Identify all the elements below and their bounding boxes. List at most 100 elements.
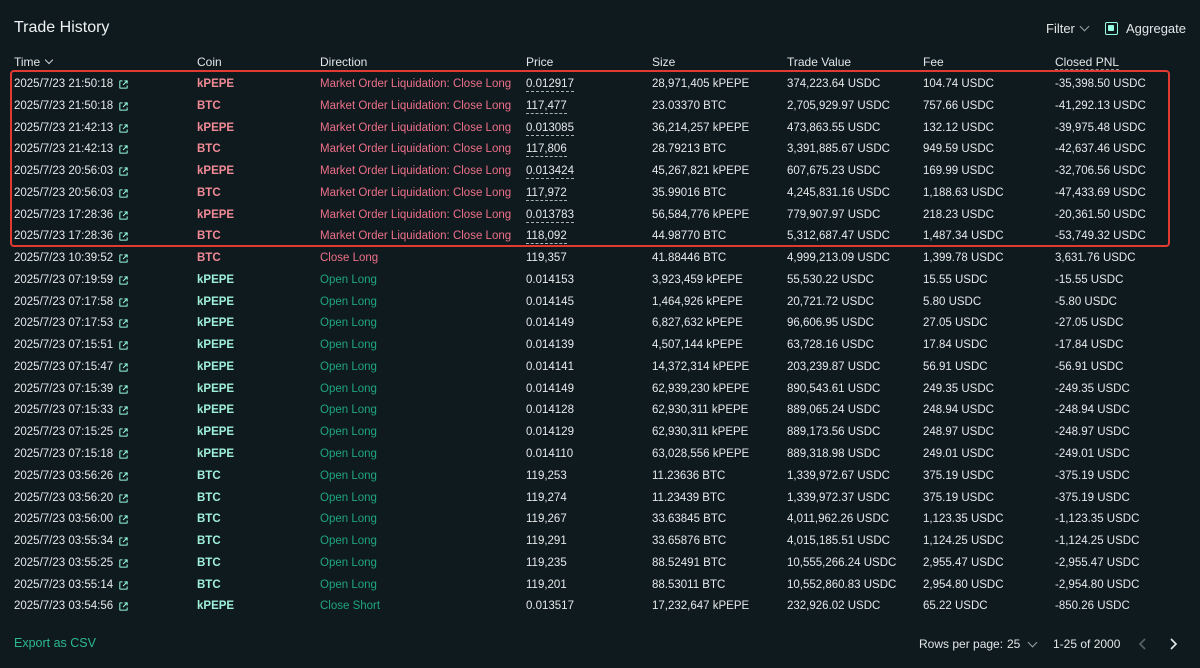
table-row: 2025/7/23 17:28:36 BTC Market Order Liquid…	[0, 225, 1200, 247]
row-fee: 757.66 USDC	[923, 99, 994, 112]
row-size: 33.63845 BTC	[652, 513, 727, 526]
row-price: 117,972	[526, 186, 567, 201]
row-price-value: 119,201	[526, 578, 567, 591]
row-price-value: 119,267	[526, 513, 567, 526]
row-price-value: 119,253	[526, 469, 567, 482]
table-row: 2025/7/23 07:17:58 kPEPE Open Long 0.014145…	[0, 291, 1200, 313]
row-price-value: 0.013085	[526, 121, 574, 136]
row-trade-value: 2,705,929.97 USDC	[787, 99, 890, 112]
row-trade-value: 5,312,687.47 USDC	[787, 230, 890, 243]
external-link-icon[interactable]	[118, 536, 129, 547]
external-link-icon[interactable]	[118, 144, 129, 155]
row-trade-value: 4,011,962.26 USDC	[787, 513, 890, 526]
row-price: 119,235	[526, 557, 567, 570]
external-link-icon[interactable]	[118, 493, 129, 504]
row-fee: 218.23 USDC	[923, 208, 994, 221]
table-row: 2025/7/23 10:39:52 BTC Close Long 119,357 41…	[0, 247, 1200, 269]
row-direction: Market Order Liquidation: Close Long	[320, 165, 512, 178]
row-price-value: 119,235	[526, 556, 567, 569]
table-row: 2025/7/23 20:56:03 BTC Market Order Liquid…	[0, 182, 1200, 204]
row-size: 28.79213 BTC	[652, 143, 727, 156]
row-time: 2025/7/23 21:50:18	[14, 100, 129, 113]
row-direction: Market Order Liquidation: Close Long	[320, 186, 512, 199]
external-link-icon[interactable]	[118, 123, 129, 134]
row-direction: Open Long	[320, 578, 377, 591]
external-link-icon[interactable]	[118, 384, 129, 395]
external-link-icon[interactable]	[118, 580, 129, 591]
external-link-icon[interactable]	[118, 166, 129, 177]
row-price: 0.014149	[526, 383, 574, 396]
row-price-value: 117,806	[526, 143, 567, 158]
row-coin: BTC	[197, 252, 221, 265]
row-coin: kPEPE	[197, 317, 235, 330]
aggregate-toggle[interactable]: Aggregate	[1105, 21, 1186, 36]
chevron-down-icon	[1079, 21, 1090, 32]
previous-page-icon[interactable]	[1136, 636, 1150, 652]
external-link-icon[interactable]	[118, 471, 129, 482]
rows-per-page-select[interactable]: 25	[1007, 637, 1038, 651]
external-link-icon[interactable]	[118, 188, 129, 199]
row-size: 45,267,821 kPEPE	[652, 165, 750, 178]
row-time: 2025/7/23 03:56:00	[14, 513, 129, 526]
filter-dropdown[interactable]: Filter	[1046, 21, 1090, 36]
external-link-icon[interactable]	[118, 362, 129, 373]
row-size: 3,923,459 kPEPE	[652, 273, 743, 286]
external-link-icon[interactable]	[118, 101, 129, 112]
row-time: 2025/7/23 07:15:51	[14, 339, 129, 352]
row-fee: 375.19 USDC	[923, 469, 994, 482]
row-time-text: 2025/7/23 07:15:51	[14, 339, 114, 352]
row-closed-pnl: -249.35 USDC	[1055, 382, 1130, 395]
external-link-icon[interactable]	[118, 449, 129, 460]
row-time-text: 2025/7/23 03:54:56	[14, 600, 114, 613]
external-link-icon[interactable]	[118, 231, 129, 242]
row-direction: Market Order Liquidation: Close Long	[320, 208, 512, 221]
row-price-value: 0.014129	[526, 426, 574, 439]
row-coin: kPEPE	[197, 339, 235, 352]
external-link-icon[interactable]	[118, 558, 129, 569]
external-link-icon[interactable]	[118, 340, 129, 351]
row-size: 28,971,405 kPEPE	[652, 78, 750, 90]
table-row: 2025/7/23 07:15:25 kPEPE Open Long 0.014129…	[0, 421, 1200, 443]
external-link-icon[interactable]	[118, 405, 129, 416]
external-link-icon[interactable]	[118, 275, 129, 286]
external-link-icon[interactable]	[118, 318, 129, 329]
row-price: 119,267	[526, 513, 567, 526]
next-page-icon[interactable]	[1166, 636, 1180, 652]
export-csv-link[interactable]: Export as CSV	[14, 636, 96, 650]
row-closed-pnl: -5.80 USDC	[1055, 295, 1117, 308]
external-link-icon[interactable]	[118, 297, 129, 308]
external-link-icon[interactable]	[118, 427, 129, 438]
row-price: 0.013085	[526, 121, 574, 136]
external-link-icon[interactable]	[118, 601, 129, 612]
row-price: 119,253	[526, 470, 567, 483]
row-price: 0.013517	[526, 600, 574, 613]
row-size: 14,372,314 kPEPE	[652, 360, 750, 373]
row-direction: Open Long	[320, 535, 377, 548]
row-time: 2025/7/23 10:39:52	[14, 252, 129, 265]
row-time: 2025/7/23 17:28:36	[14, 230, 129, 243]
table-row: 2025/7/23 17:28:36 kPEPE Market Order Liqu…	[0, 204, 1200, 226]
column-header-time[interactable]: Time	[14, 55, 54, 69]
row-closed-pnl: -39,975.48 USDC	[1055, 121, 1146, 134]
aggregate-checkbox[interactable]	[1105, 22, 1118, 35]
row-size: 62,930,311 kPEPE	[652, 426, 749, 439]
row-trade-value: 4,999,213.09 USDC	[787, 252, 890, 265]
row-trade-value: 1,339,972.37 USDC	[787, 491, 890, 504]
row-price-value: 0.013783	[526, 208, 574, 223]
external-link-icon[interactable]	[118, 79, 129, 90]
row-size: 11.23636 BTC	[652, 469, 726, 482]
row-direction: Open Long	[320, 382, 377, 395]
row-price: 119,274	[526, 492, 567, 505]
row-time: 2025/7/23 20:56:03	[14, 165, 129, 178]
row-fee: 104.74 USDC	[923, 78, 994, 90]
row-fee: 65.22 USDC	[923, 600, 988, 613]
row-trade-value: 96,606.95 USDC	[787, 317, 874, 330]
external-link-icon[interactable]	[118, 514, 129, 525]
external-link-icon[interactable]	[118, 253, 129, 264]
row-trade-value: 4,015,185.51 USDC	[787, 535, 890, 548]
external-link-icon[interactable]	[118, 210, 129, 221]
row-price: 119,291	[526, 535, 567, 548]
row-closed-pnl: -42,637.46 USDC	[1055, 143, 1146, 156]
row-time-text: 2025/7/23 21:50:18	[14, 78, 114, 90]
row-coin: kPEPE	[197, 273, 235, 286]
